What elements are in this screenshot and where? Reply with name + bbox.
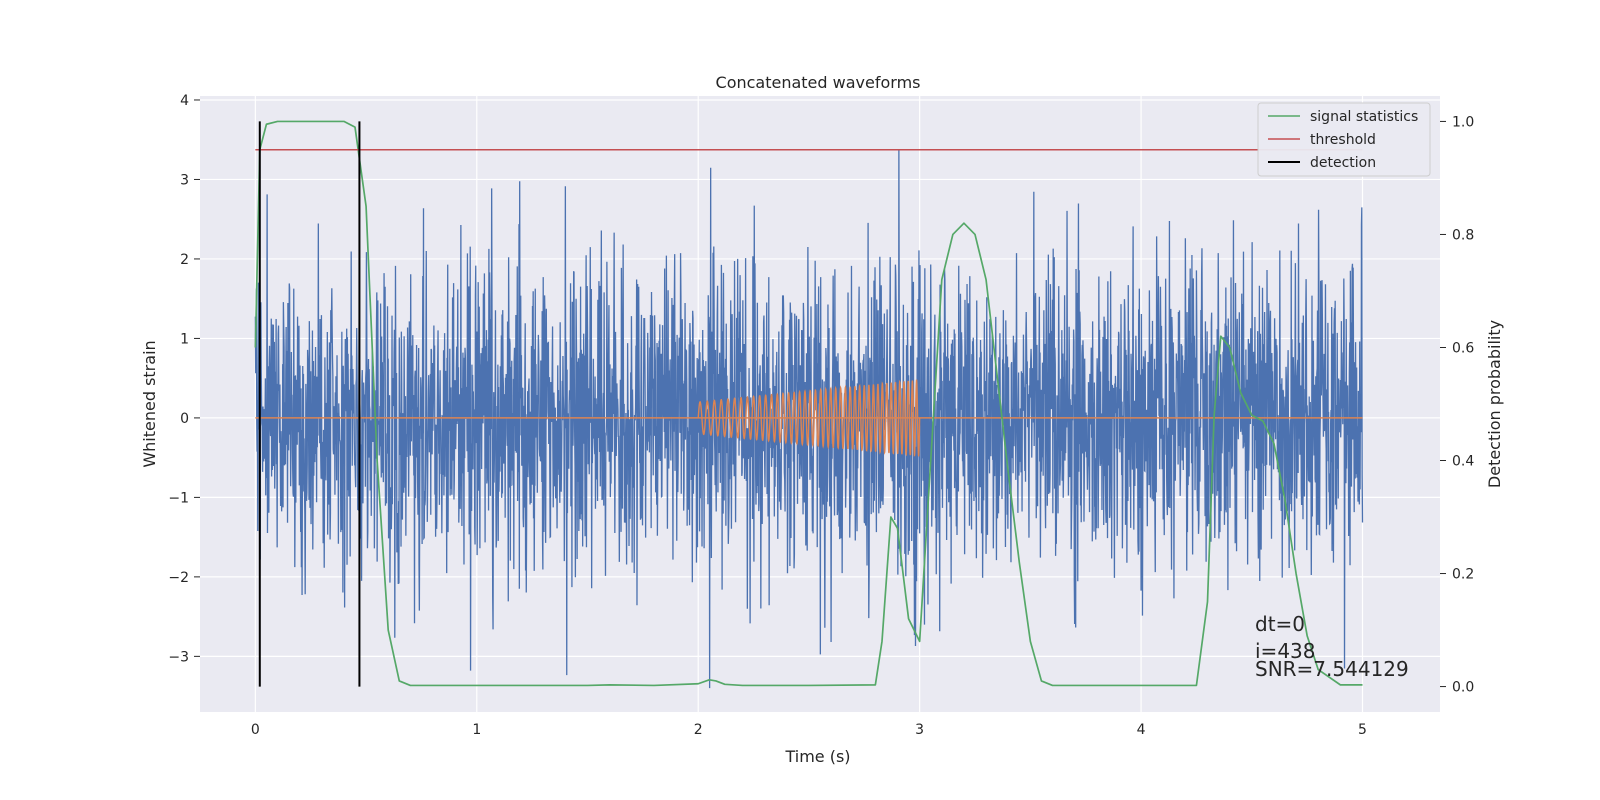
axis-ticks: 0 1 2 3 4 5 −3 −2 −1 0 1 2 3 4 0.0 0.2 0.4 0.6 0.8 1.0 (168, 93, 1474, 738)
y2-tick-label: 1.0 (1452, 114, 1474, 130)
x-tick-label: 1 (472, 722, 481, 738)
y2-tick-label: 0.4 (1452, 454, 1474, 470)
annotations: dt=0 i=438 SNR=7.544129 (1255, 612, 1409, 681)
y-tick-label: 2 (180, 252, 189, 268)
y2-tick-label: 0.8 (1452, 227, 1474, 243)
signal-statistics-line (254, 120, 1363, 687)
y-tick-label: 3 (180, 172, 189, 188)
annotation-i: i=438 (1255, 639, 1316, 663)
x-tick-label: 5 (1358, 722, 1367, 738)
legend-label-detection: detection (1310, 155, 1376, 171)
y-tick-label: 1 (180, 331, 189, 347)
template-chirp (697, 379, 921, 457)
legend: signal statistics threshold detection (1257, 102, 1431, 177)
y2-tick-label: 0.0 (1452, 680, 1474, 696)
x-tick-label: 2 (694, 722, 703, 738)
chart-title: Concatenated waveforms (716, 73, 921, 92)
template-series (255, 379, 1363, 457)
y-axis-label: Whitened strain (140, 340, 159, 467)
legend-label-signal-statistics: signal statistics (1310, 109, 1418, 125)
x-tick-label: 3 (915, 722, 924, 738)
annotation-dt: dt=0 (1255, 612, 1305, 636)
x-axis-label: Time (s) (784, 747, 850, 766)
y-tick-label: −2 (168, 570, 189, 586)
y2-axis-label: Detection probability (1485, 320, 1504, 488)
x-tick-label: 4 (1137, 722, 1146, 738)
y2-tick-label: 0.6 (1452, 340, 1474, 356)
y2-tick-label: 0.2 (1452, 567, 1474, 583)
legend-box (1257, 102, 1431, 177)
y-tick-label: −1 (168, 490, 189, 506)
x-tick-label: 0 (251, 722, 260, 738)
y-tick-label: 4 (180, 93, 189, 109)
detection-series (258, 121, 361, 687)
y-tick-label: −3 (168, 649, 189, 665)
annotation-snr: SNR=7.544129 (1255, 657, 1409, 681)
legend-label-threshold: threshold (1310, 132, 1376, 148)
y-tick-label: 0 (180, 411, 189, 427)
signal-statistics-series (254, 120, 1363, 687)
